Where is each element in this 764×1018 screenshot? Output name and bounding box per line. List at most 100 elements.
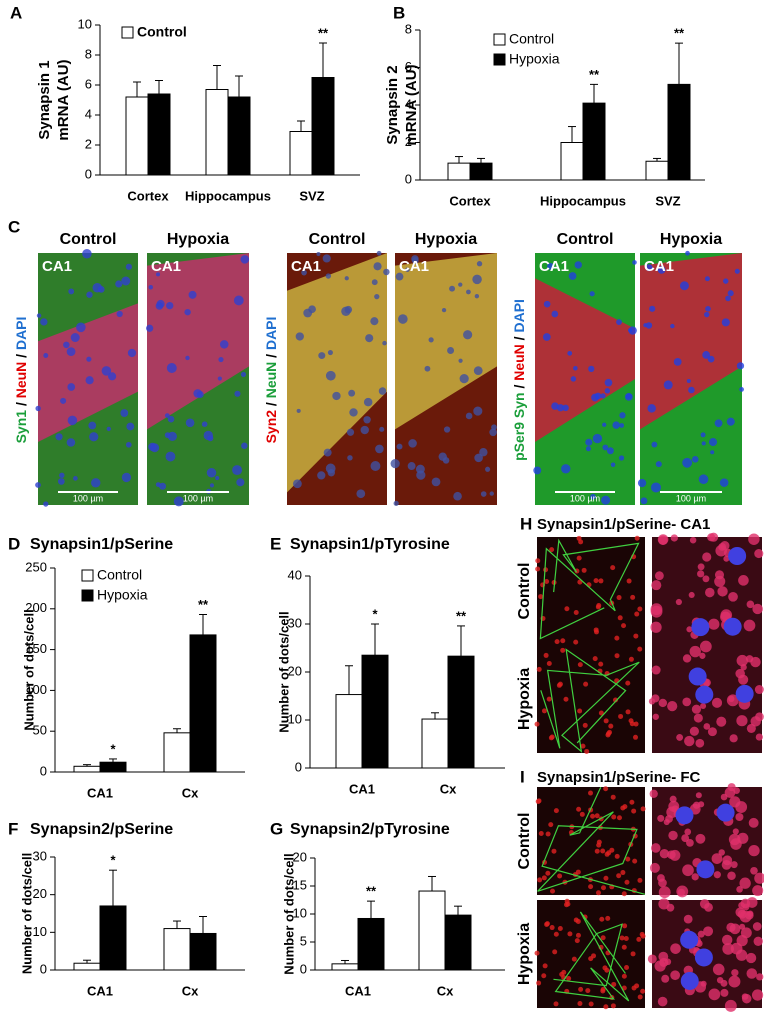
nucleus bbox=[293, 479, 302, 489]
dot bbox=[580, 743, 586, 749]
dot bbox=[541, 708, 547, 714]
dot bbox=[603, 718, 609, 724]
dot bbox=[657, 996, 668, 1007]
nucleus bbox=[616, 319, 622, 326]
micrograph bbox=[650, 532, 764, 645]
dot bbox=[746, 897, 758, 908]
dot bbox=[534, 721, 540, 727]
nucleus bbox=[121, 276, 131, 286]
dot bbox=[670, 534, 678, 542]
dot bbox=[740, 927, 752, 939]
bar bbox=[667, 83, 691, 181]
nucleus bbox=[476, 261, 483, 267]
dot bbox=[600, 885, 606, 891]
dot bbox=[713, 871, 721, 879]
nucleus bbox=[438, 452, 447, 461]
dot bbox=[689, 645, 701, 658]
nucleus bbox=[360, 425, 369, 435]
stain-name: pSer9 Syn bbox=[511, 392, 527, 460]
dot bbox=[636, 936, 642, 942]
dot bbox=[548, 822, 554, 828]
dot bbox=[588, 790, 594, 796]
nucleus bbox=[714, 419, 723, 428]
nucleus bbox=[165, 451, 176, 462]
nucleus bbox=[479, 448, 488, 457]
bar bbox=[99, 761, 127, 773]
dot bbox=[576, 806, 582, 812]
dot bbox=[575, 918, 581, 924]
dot bbox=[571, 956, 577, 962]
nucleus bbox=[647, 404, 656, 413]
error-bar bbox=[371, 623, 379, 656]
dot bbox=[650, 603, 663, 616]
nucleus bbox=[561, 464, 571, 474]
significance-mark: * bbox=[110, 741, 116, 756]
nucleus bbox=[723, 617, 742, 636]
nucleus bbox=[92, 282, 103, 293]
nucleus bbox=[376, 250, 382, 256]
dot bbox=[618, 713, 624, 719]
dot bbox=[723, 555, 730, 562]
nucleus bbox=[43, 501, 49, 507]
dot bbox=[561, 969, 567, 975]
y-tick-label: 0 bbox=[300, 961, 307, 976]
micrograph bbox=[287, 250, 390, 505]
dot bbox=[650, 621, 662, 633]
dot bbox=[619, 935, 625, 941]
dot bbox=[658, 886, 671, 899]
nucleus bbox=[463, 330, 473, 340]
segmentation bbox=[553, 911, 630, 1002]
dot bbox=[623, 935, 629, 941]
panel-letter: E bbox=[270, 534, 281, 553]
nucleus bbox=[590, 493, 596, 500]
legend-label: Hypoxia bbox=[97, 587, 148, 603]
nucleus bbox=[116, 310, 123, 318]
dot bbox=[585, 988, 591, 994]
y-tick-label: 40 bbox=[288, 567, 302, 582]
dot bbox=[610, 794, 616, 800]
dot bbox=[750, 866, 758, 875]
y-tick-label: 10 bbox=[33, 924, 47, 939]
nucleus bbox=[88, 421, 97, 430]
nucleus bbox=[719, 478, 729, 487]
dot bbox=[755, 712, 764, 722]
nucleus bbox=[219, 340, 229, 349]
error-bar bbox=[133, 81, 141, 97]
panel-letter: D bbox=[8, 534, 20, 553]
y-axis-label: mRNA (AU) bbox=[55, 59, 72, 140]
dot bbox=[654, 571, 664, 581]
bar bbox=[205, 89, 229, 176]
y-axis-label: Number of dots/cell bbox=[19, 853, 34, 974]
nucleus bbox=[489, 491, 494, 496]
stain-name: DAPI bbox=[13, 317, 29, 350]
dot bbox=[536, 980, 542, 986]
dot bbox=[717, 586, 728, 597]
error-bar bbox=[457, 625, 465, 657]
dot bbox=[720, 541, 730, 551]
region-tag: CA1 bbox=[399, 258, 429, 275]
dot bbox=[729, 734, 738, 743]
nucleus bbox=[73, 476, 78, 481]
dot bbox=[584, 748, 590, 754]
dot bbox=[651, 694, 660, 703]
nucleus bbox=[332, 391, 341, 401]
y-tick-label: 4 bbox=[405, 96, 412, 111]
nucleus bbox=[465, 412, 473, 420]
nucleus bbox=[185, 418, 195, 428]
panel-letter: B bbox=[393, 3, 405, 22]
dot bbox=[697, 930, 705, 938]
error-bar bbox=[319, 42, 327, 78]
bar bbox=[645, 160, 669, 181]
nucleus bbox=[240, 371, 247, 378]
y-tick-label: 30 bbox=[288, 615, 302, 630]
chart-title: Synapsin2/pSerine bbox=[30, 821, 173, 838]
error-bar bbox=[431, 712, 439, 720]
nucleus bbox=[365, 334, 374, 343]
dot bbox=[534, 950, 540, 956]
dot bbox=[755, 733, 763, 741]
nucleus bbox=[159, 482, 167, 490]
x-tick-label: Cortex bbox=[127, 188, 169, 203]
panel-letter: C bbox=[8, 217, 20, 236]
y-tick-label: 200 bbox=[25, 600, 47, 615]
dot bbox=[544, 921, 550, 927]
